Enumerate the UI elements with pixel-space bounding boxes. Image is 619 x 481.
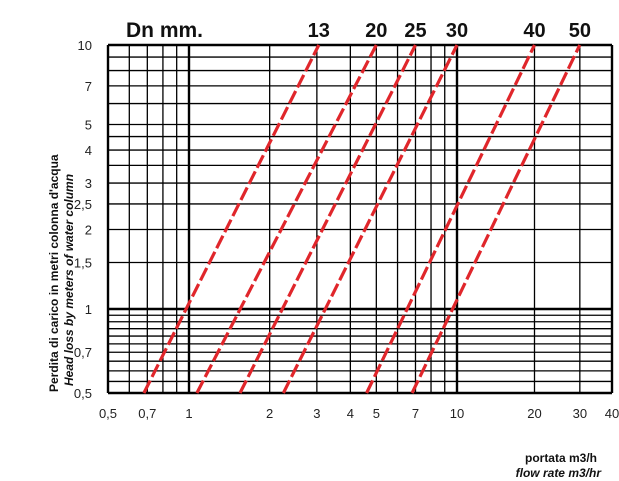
y-tick-label: 2: [85, 223, 92, 238]
y-tick-label: 1,5: [74, 256, 92, 271]
horizontal-grid: [108, 43, 612, 395]
x-tick-label: 10: [450, 406, 464, 421]
x-tick-label: 0,7: [138, 406, 156, 421]
x-axis-label-en: flow rate m3/hr: [516, 466, 603, 480]
x-axis-label-it: portata m3/h: [525, 451, 597, 465]
y-axis-label-it: Perdita di carico in metri colonna d'acq…: [47, 154, 61, 392]
x-tick-label: 4: [347, 406, 354, 421]
x-tick-label: 3: [313, 406, 320, 421]
series-label-dn-30: 30: [446, 20, 468, 42]
series-line-dn-20: [195, 44, 378, 394]
x-tick-labels: 0,5 0,7 1 2 3 4 5 7 10 20 30 40: [99, 406, 619, 421]
series-labels: 13 20 25 30 40 50: [308, 20, 591, 42]
y-tick-label: 0,7: [74, 345, 92, 360]
x-tick-label: 40: [605, 406, 619, 421]
series-label-dn-40: 40: [523, 20, 545, 42]
x-tick-label: 1: [185, 406, 192, 421]
x-tick-label: 5: [373, 406, 380, 421]
y-tick-label: 1: [85, 302, 92, 317]
series-line-dn-50: [410, 44, 582, 394]
series-line-dn-25: [238, 44, 417, 394]
x-tick-label: 30: [573, 406, 587, 421]
x-tick-label: 0,5: [99, 406, 117, 421]
y-tick-label: 10: [78, 38, 92, 53]
y-tick-label: 0,5: [74, 386, 92, 401]
y-tick-label: 5: [85, 117, 92, 132]
y-tick-label: 7: [85, 79, 92, 94]
series-lines: [142, 44, 582, 394]
x-tick-label: 2: [266, 406, 273, 421]
series-line-dn-13: [142, 44, 321, 394]
y-tick-label: 3: [85, 176, 92, 191]
series-label-dn-20: 20: [365, 20, 387, 42]
x-tick-label: 20: [527, 406, 541, 421]
series-title: Dn mm.: [126, 19, 203, 42]
series-label-dn-50: 50: [569, 20, 591, 42]
series-line-dn-30: [281, 44, 459, 394]
x-tick-label: 7: [412, 406, 419, 421]
y-tick-labels: 0,5 0,7 1 1,5 2 2,5 3 4 5 7 10: [74, 38, 92, 401]
series-label-dn-13: 13: [308, 20, 330, 42]
y-tick-label: 4: [85, 143, 92, 158]
y-tick-label: 2,5: [74, 197, 92, 212]
vertical-grid: [106, 45, 614, 393]
y-axis-label-en: Head loss by meters of water column: [62, 174, 76, 386]
series-line-dn-40: [365, 44, 536, 394]
series-label-dn-25: 25: [404, 20, 426, 42]
